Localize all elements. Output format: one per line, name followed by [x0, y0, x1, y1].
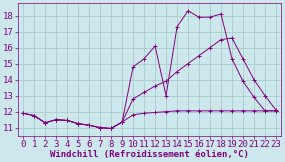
X-axis label: Windchill (Refroidissement éolien,°C): Windchill (Refroidissement éolien,°C): [50, 150, 249, 159]
